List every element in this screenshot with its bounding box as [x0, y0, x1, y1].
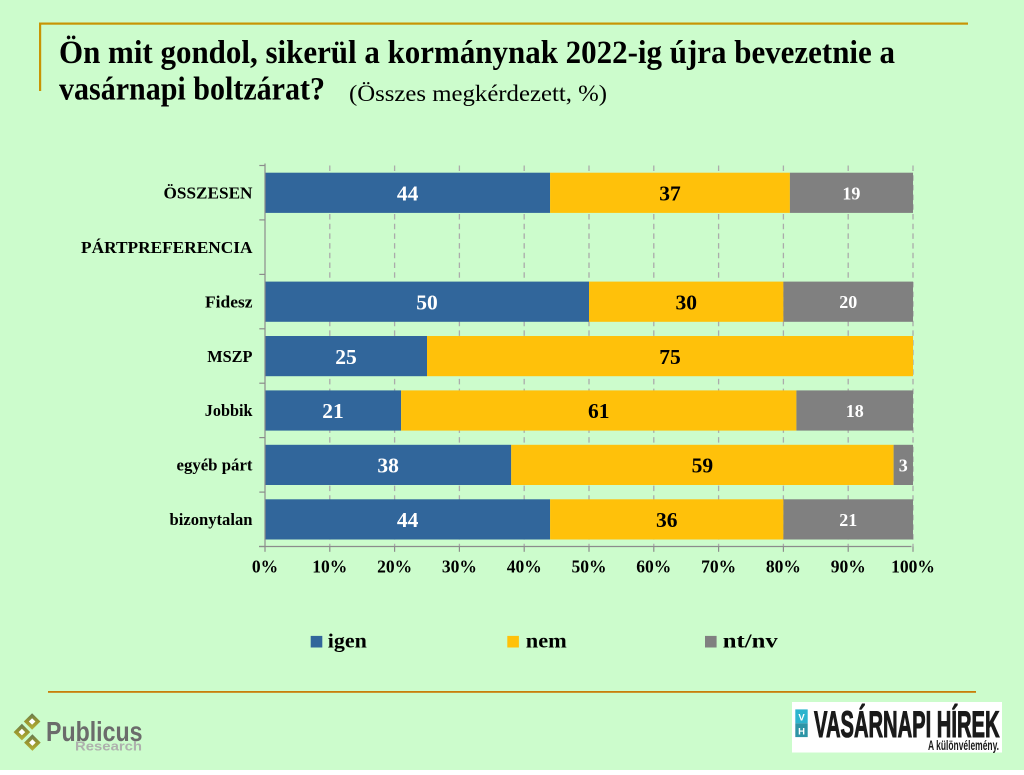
svg-text:30%: 30% [442, 556, 477, 576]
svg-text:18: 18 [846, 401, 864, 421]
svg-text:A különvélemény.: A különvélemény. [928, 738, 999, 753]
svg-text:20%: 20% [377, 556, 412, 576]
svg-text:MSZP: MSZP [207, 347, 252, 366]
svg-text:25: 25 [335, 345, 357, 369]
svg-text:20: 20 [839, 292, 857, 312]
svg-text:80%: 80% [766, 556, 801, 576]
svg-text:21: 21 [839, 510, 857, 530]
svg-text:ÖSSZESEN: ÖSSZESEN [164, 184, 254, 203]
svg-text:38: 38 [377, 454, 399, 478]
svg-text:Fidesz: Fidesz [205, 292, 253, 311]
svg-text:90%: 90% [831, 556, 866, 576]
svg-text:60%: 60% [636, 556, 671, 576]
svg-text:10%: 10% [312, 556, 347, 576]
svg-text:vasárnapi boltzárat?: vasárnapi boltzárat? [59, 72, 325, 108]
svg-text:50: 50 [416, 290, 438, 314]
svg-text:PÁRTPREFERENCIA: PÁRTPREFERENCIA [81, 238, 253, 257]
svg-text:44: 44 [397, 508, 419, 532]
svg-text:egyéb párt: egyéb párt [177, 456, 253, 475]
svg-text:Research: Research [75, 739, 142, 754]
svg-text:(Összes megkérdezett, %): (Összes megkérdezett, %) [349, 81, 607, 106]
svg-text:40%: 40% [507, 556, 542, 576]
svg-text:nt/nv: nt/nv [723, 631, 778, 653]
svg-text:0%: 0% [252, 556, 278, 576]
svg-text:75: 75 [659, 345, 681, 369]
svg-text:37: 37 [659, 182, 681, 206]
svg-text:70%: 70% [701, 556, 736, 576]
svg-text:50%: 50% [572, 556, 607, 576]
svg-text:30: 30 [675, 290, 697, 314]
svg-text:19: 19 [842, 183, 860, 203]
svg-text:Jobbik: Jobbik [205, 401, 253, 420]
svg-text:44: 44 [397, 182, 419, 206]
svg-text:Ön mit gondol, sikerül a kormá: Ön mit gondol, sikerül a kormánynak 2022… [59, 34, 895, 71]
svg-text:100%: 100% [891, 556, 935, 576]
svg-text:igen: igen [328, 631, 367, 653]
svg-text:bizonytalan: bizonytalan [170, 510, 254, 529]
svg-text:59: 59 [692, 454, 714, 478]
svg-text:H: H [798, 726, 805, 737]
svg-text:36: 36 [656, 508, 678, 532]
svg-text:Publicus: Publicus [46, 716, 143, 747]
svg-text:VASÁRNAPI HÍREK: VASÁRNAPI HÍREK [814, 703, 1000, 745]
svg-text:61: 61 [588, 399, 610, 423]
svg-text:nem: nem [526, 631, 567, 653]
svg-text:3: 3 [899, 455, 908, 475]
svg-text:V: V [798, 712, 805, 723]
svg-text:21: 21 [322, 399, 344, 423]
